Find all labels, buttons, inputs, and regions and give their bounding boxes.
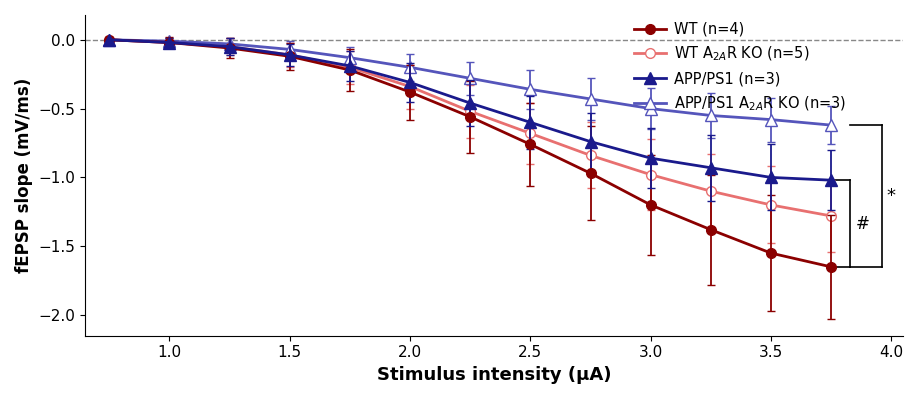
X-axis label: Stimulus intensity (μA): Stimulus intensity (μA) <box>377 366 611 384</box>
Text: *: * <box>886 187 894 205</box>
Y-axis label: fEPSP slope (mV/ms): fEPSP slope (mV/ms) <box>15 78 33 273</box>
Text: #: # <box>855 215 868 233</box>
Legend: WT (n=4), WT A$_{2A}$R KO (n=5), APP/PS1 (n=3), APP/PS1 A$_{2A}$R KO (n=3): WT (n=4), WT A$_{2A}$R KO (n=5), APP/PS1… <box>628 16 851 119</box>
